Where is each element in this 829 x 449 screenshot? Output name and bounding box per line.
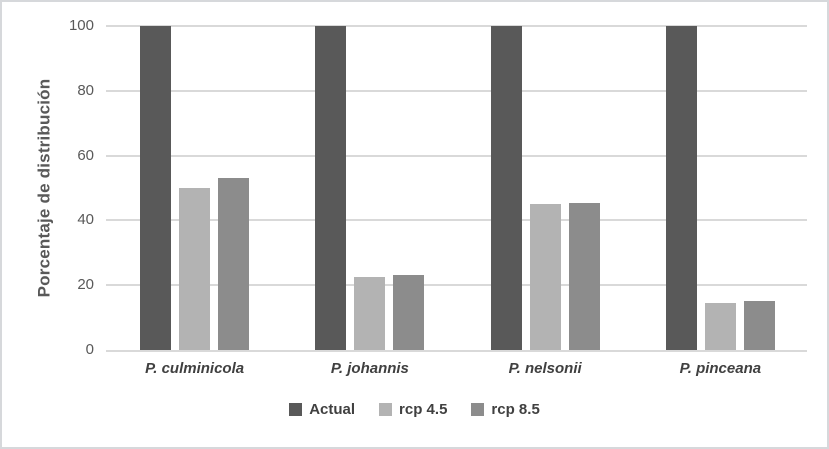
legend-item-rcp-4-5: rcp 4.5 xyxy=(379,401,447,418)
bar-group-2 xyxy=(315,26,425,350)
y-axis-ticks: 0 20 40 60 80 100 xyxy=(42,17,94,358)
gridline-y-20 xyxy=(106,284,807,287)
bar-rcp-4-5 xyxy=(354,277,386,350)
gridline-y-80 xyxy=(106,89,807,92)
bar-group-4 xyxy=(665,26,775,350)
legend-marker-icon xyxy=(379,403,393,416)
gridline-y-100 xyxy=(106,25,807,27)
bar-actual xyxy=(490,26,522,350)
legend: Actual rcp 4.5 rcp 8.5 xyxy=(2,401,827,418)
bar-rcp-4-5 xyxy=(704,303,736,350)
bar-rcp-8-5 xyxy=(218,178,250,350)
y-tick-label-0: 0 xyxy=(85,341,94,358)
bar-actual xyxy=(665,26,697,350)
legend-item-actual: Actual xyxy=(289,401,355,418)
legend-label: rcp 8.5 xyxy=(491,401,540,418)
bar-rcp-8-5 xyxy=(393,275,425,350)
bar-rcp-4-5 xyxy=(529,204,561,350)
y-tick-label-80: 80 xyxy=(77,81,94,99)
bar-actual xyxy=(140,26,172,350)
bar-group-3 xyxy=(490,26,600,350)
y-tick-label-40: 40 xyxy=(77,211,94,229)
legend-marker-icon xyxy=(289,403,303,416)
y-tick-label-60: 60 xyxy=(77,146,94,164)
legend-item-rcp-8-5: rcp 8.5 xyxy=(471,401,540,418)
legend-marker-icon xyxy=(471,403,485,416)
bar-rcp-4-5 xyxy=(179,188,211,350)
legend-label: Actual xyxy=(309,401,356,418)
y-tick-label-100: 100 xyxy=(68,17,94,34)
x-category-label-1: P. culminicola xyxy=(145,360,245,377)
legend-label: rcp 4.5 xyxy=(399,401,448,418)
gridline-y-40 xyxy=(106,219,807,222)
x-axis-labels: P. culminicola P. johannis P. nelsonii P. p… xyxy=(106,360,807,382)
bar-actual xyxy=(315,26,347,350)
y-tick-label-20: 20 xyxy=(77,276,94,294)
bar-rcp-8-5 xyxy=(743,301,775,350)
bar-rcp-8-5 xyxy=(568,202,600,350)
gridline-y-60 xyxy=(106,154,807,157)
x-category-label-4: P. pinceana xyxy=(679,360,762,377)
bar-group-1 xyxy=(140,26,250,350)
x-category-label-2: P. johannis xyxy=(330,360,409,377)
x-category-label-3: P. nelsonii xyxy=(508,360,582,377)
plot-area xyxy=(106,25,807,352)
